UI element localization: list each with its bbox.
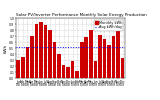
Bar [39,22,43,78]
Bar [94,61,97,78]
Bar [116,31,120,78]
Bar [53,42,56,78]
Bar [48,30,52,78]
Bar [66,67,70,78]
Bar [71,61,74,78]
Bar [112,36,115,78]
Text: Solar PV/Inverter Performance Monthly Solar Energy Production: Solar PV/Inverter Performance Monthly So… [16,13,147,17]
Bar [84,37,88,78]
Bar [35,24,38,78]
Bar [103,39,106,78]
Bar [57,54,61,78]
Bar [30,36,34,78]
Bar [16,60,20,78]
Bar [80,42,84,78]
Bar [75,71,79,78]
Bar [121,58,124,78]
Bar [98,35,102,78]
Bar [62,65,65,78]
Bar [26,47,29,78]
Bar [21,57,25,78]
Y-axis label: kWh: kWh [4,43,8,53]
Bar [107,45,111,78]
Bar [89,30,93,78]
Bar [44,25,47,78]
Legend: Monthly kWh, Avg kWh/day: Monthly kWh, Avg kWh/day [94,20,123,30]
